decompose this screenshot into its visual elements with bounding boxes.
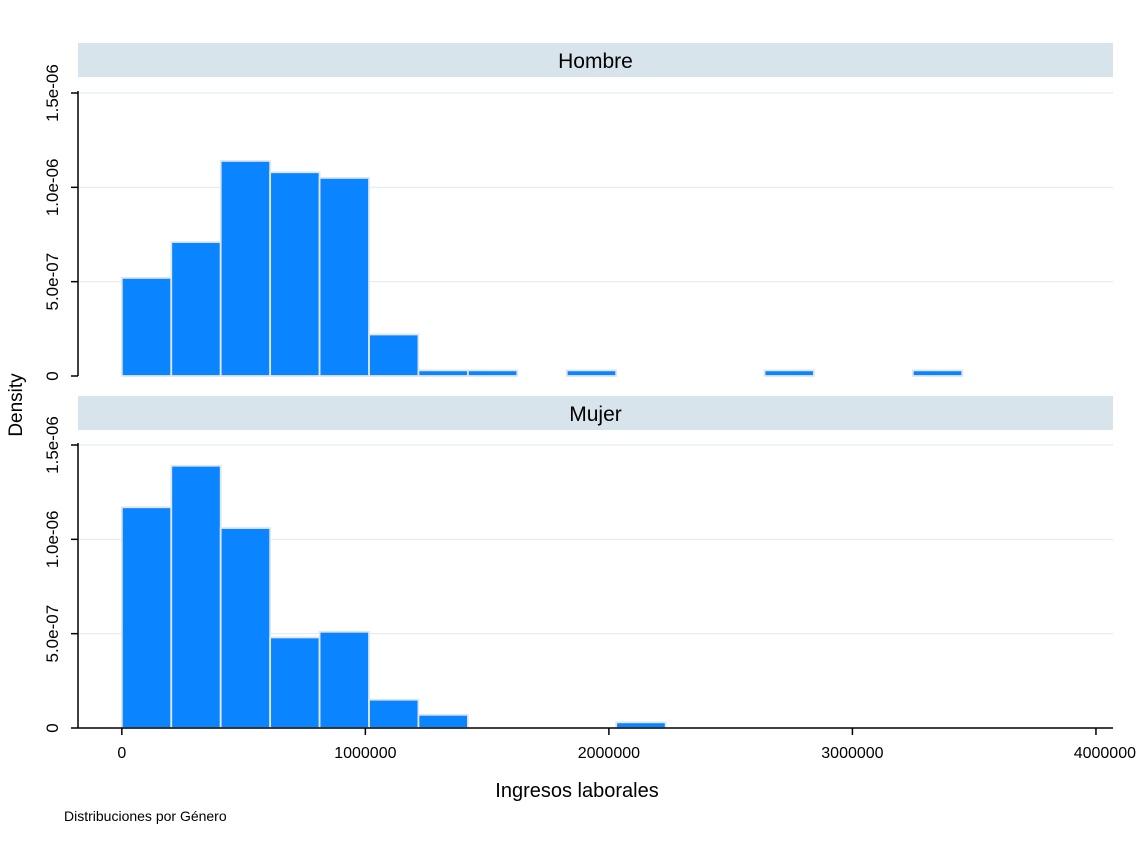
histogram-bar xyxy=(170,241,222,377)
histogram-bar xyxy=(269,636,321,729)
histogram-bar xyxy=(417,713,469,729)
histogram-bar xyxy=(269,171,321,377)
y-axis-label: Density xyxy=(6,373,27,437)
histogram-bar xyxy=(615,721,667,729)
x-tick-label: 3000000 xyxy=(821,745,883,762)
chart-note: Distribuciones por Género xyxy=(64,808,227,824)
panel-hombre: Hombre 0 5.0e-07 1.0e-06 1.5e-06 xyxy=(43,43,1113,381)
histogram-bar xyxy=(170,464,222,729)
x-axis-label: Ingresos laborales xyxy=(495,780,658,802)
x-axis: 0 1000000 2000000 3000000 4000000 xyxy=(78,727,1136,762)
x-tick-label: 1000000 xyxy=(334,745,396,762)
y-tick-label: 0 xyxy=(43,723,62,732)
histogram-bar xyxy=(219,527,272,729)
panels: Hombre 0 5.0e-07 1.0e-06 1.5e-06 Mujer 0 5.0e-0… xyxy=(43,43,1113,733)
histogram-bar xyxy=(120,276,173,377)
panel-mujer: Mujer 0 5.0e-07 1.0e-06 1.5e-06 xyxy=(43,396,1113,733)
y-tick-label: 1.5e-06 xyxy=(43,416,62,474)
histogram-bar xyxy=(219,160,272,377)
histogram-bar xyxy=(911,369,964,377)
histogram-bar xyxy=(368,698,420,729)
y-tick-label: 1.5e-06 xyxy=(43,64,62,122)
histogram-bar xyxy=(368,333,420,377)
x-tick-label: 0 xyxy=(117,745,126,762)
histogram-bar xyxy=(318,176,370,377)
histogram-bar xyxy=(120,506,173,729)
x-tick-label: 4000000 xyxy=(1074,745,1136,762)
panel-strip xyxy=(78,396,1113,430)
y-tick-label: 5.0e-07 xyxy=(43,253,62,311)
y-tick-label: 5.0e-07 xyxy=(43,605,62,663)
y-tick-label: 1.0e-06 xyxy=(43,510,62,568)
histogram-bar xyxy=(318,630,370,729)
histogram-bar xyxy=(466,369,519,377)
x-tick-label: 2000000 xyxy=(578,745,640,762)
y-tick-label: 1.0e-06 xyxy=(43,158,62,216)
panel-strip-label: Hombre xyxy=(558,50,633,73)
histogram-bar xyxy=(417,369,469,377)
histogram-bar xyxy=(763,369,815,377)
panel-strip-label: Mujer xyxy=(569,403,622,426)
histogram-bar xyxy=(565,369,618,377)
y-tick-label: 0 xyxy=(43,371,62,380)
panel-strip xyxy=(78,43,1113,77)
